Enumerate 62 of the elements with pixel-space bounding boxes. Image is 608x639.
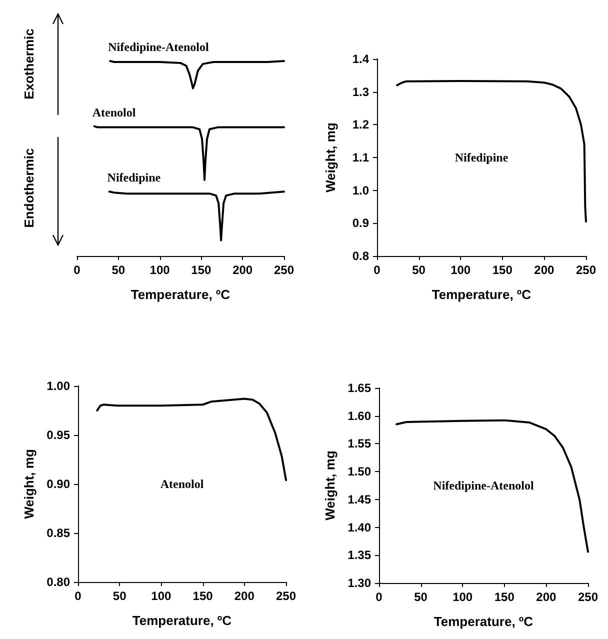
y-tick-label: 1.3 — [352, 84, 370, 99]
y-tick-label: 1.45 — [348, 492, 372, 506]
y-tick-label: 1.1 — [352, 150, 370, 164]
y-tick-label: 1.60 — [348, 408, 372, 423]
y-tick-label: 1.2 — [352, 118, 370, 132]
x-tick-label: 250 — [276, 589, 296, 603]
x-tick-label: 0 — [376, 590, 383, 604]
x-tick-label: 0 — [74, 589, 82, 603]
y-tick-label: 1.0 — [352, 183, 370, 198]
x-tick-label: 200 — [232, 263, 253, 277]
y-tick-label: 0.80 — [46, 575, 70, 589]
x-tick-label: 150 — [494, 590, 515, 604]
y-axis-title: Weight, mg — [22, 449, 37, 519]
y-axis-title: Weight, mg — [322, 450, 338, 520]
y-tick-label: 1.40 — [348, 520, 372, 534]
x-axis-title: Temperature, ºC — [434, 614, 534, 629]
text: Nifedipine-Atenolol — [433, 478, 534, 492]
x-tick-label: 250 — [274, 263, 294, 277]
text: Atenolol — [160, 477, 204, 491]
text: Nifedipine — [454, 150, 509, 164]
y-tick-label: 1.55 — [348, 436, 372, 451]
y-tick-label: 1.65 — [348, 381, 372, 395]
x-tick-label: 200 — [534, 263, 555, 277]
series-label: Nifedipine-Atenolol — [108, 40, 210, 54]
x-tick-label: 0 — [374, 263, 381, 277]
x-tick-label: 0 — [74, 263, 81, 277]
y-tick-label: 0.95 — [46, 428, 70, 442]
y-tick-label: 0.85 — [46, 526, 70, 540]
x-tick-label: 250 — [576, 263, 596, 277]
text: Exothermic — [22, 28, 36, 100]
x-axis-title: Temperature, ºC — [132, 613, 232, 628]
line-series — [396, 80, 587, 223]
x-tick-label: 250 — [578, 590, 598, 604]
x-tick-label: 100 — [450, 263, 471, 277]
x-tick-label: 150 — [492, 263, 513, 277]
x-axis-title: Temperature, ºC — [130, 287, 231, 302]
y-tick-label: 1.4 — [352, 52, 370, 66]
y-tick-label: 0.8 — [352, 249, 370, 263]
y-tick-label: 0.9 — [352, 216, 370, 230]
x-axis-title: Temperature, ºC — [432, 287, 532, 302]
text: Endothermic — [22, 148, 36, 228]
y-tick-label: 1.50 — [348, 464, 372, 479]
series-label: Atenolol — [92, 105, 136, 120]
x-tick-label: 50 — [112, 263, 126, 277]
y-tick-label: 1.30 — [348, 576, 372, 590]
x-tick-label: 100 — [150, 263, 170, 277]
y-tick-label: 1.00 — [46, 379, 70, 393]
series-label: Nifedipine — [107, 170, 162, 185]
y-axis-title: Weight, mg — [323, 122, 338, 192]
x-tick-label: 200 — [536, 590, 557, 604]
x-tick-label: 50 — [412, 263, 426, 277]
x-tick-label: 50 — [112, 589, 127, 603]
x-tick-label: 50 — [414, 590, 428, 604]
x-tick-label: 200 — [234, 589, 255, 603]
x-tick-label: 100 — [452, 590, 473, 604]
y-tick-label: 1.35 — [348, 548, 372, 562]
line-series — [396, 419, 589, 553]
line-series — [96, 398, 287, 482]
x-tick-label: 100 — [151, 589, 172, 603]
x-tick-label: 150 — [191, 263, 212, 277]
x-tick-label: 150 — [192, 589, 214, 603]
y-tick-label: 0.90 — [46, 477, 70, 491]
